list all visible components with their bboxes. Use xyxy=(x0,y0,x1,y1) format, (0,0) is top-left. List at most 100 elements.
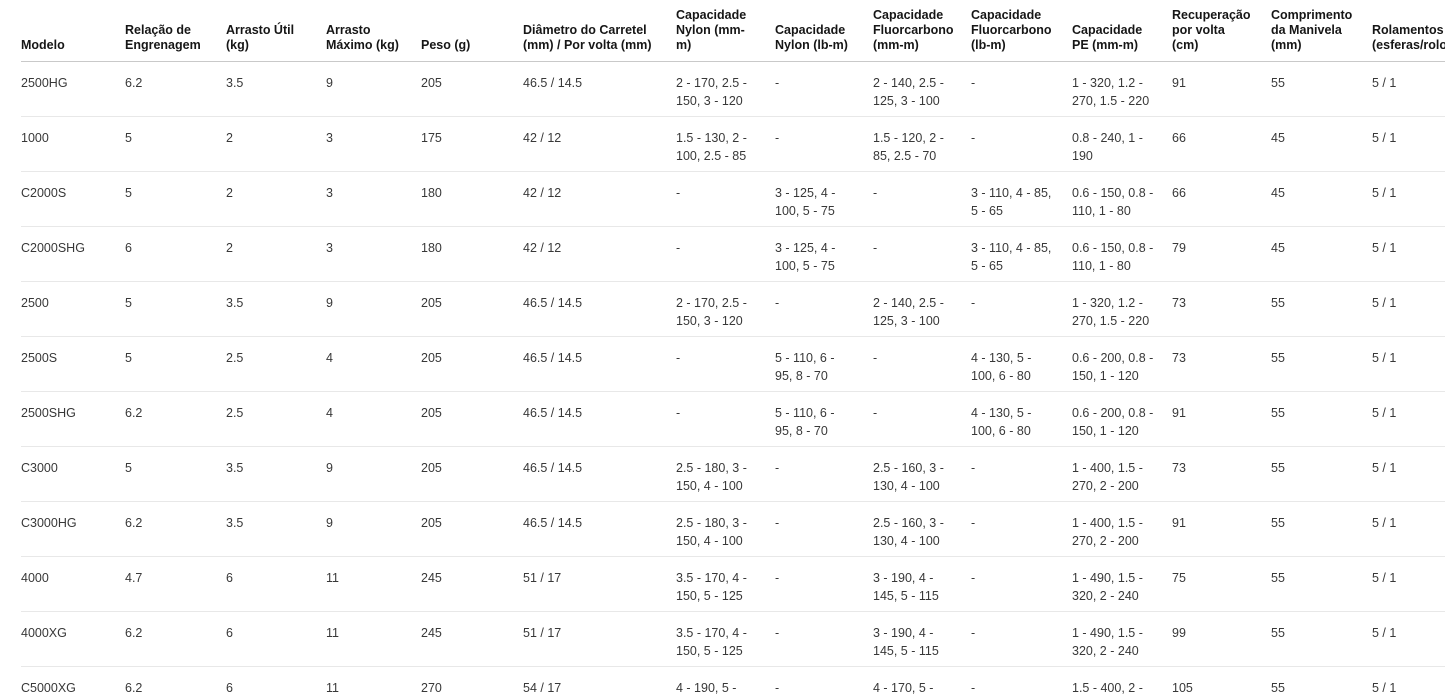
spec-cell: 5 / 1 xyxy=(1372,501,1445,557)
spec-cell: 54 / 17 xyxy=(523,681,562,695)
spec-cell: 42 / 12 xyxy=(523,116,676,172)
spec-cell: - xyxy=(775,556,873,612)
column-header: Recuperação por volta (cm) xyxy=(1172,0,1271,62)
column-header: Arrasto Máximo (kg) xyxy=(326,0,421,62)
table-row: C2000S 5 2 3 180 42 / 12-3 - 125, 4 - 100, 5 … xyxy=(21,171,1445,227)
spec-cell: 5 / 1 xyxy=(1372,391,1445,447)
model-cell: 1000 xyxy=(21,116,125,172)
table-row: C2000SHG 6 2 3 180 42 / 12-3 - 125, 4 - 100, … xyxy=(21,226,1445,282)
spec-cell: - xyxy=(775,611,873,667)
spec-cell: 2 - 140, 2.5 - 125, 3 - 100 xyxy=(873,61,971,117)
spec-cell: 3 - 125, 4 - 100, 5 - 75 xyxy=(775,171,873,227)
spec-cell: 11 xyxy=(326,556,421,612)
spec-cell: 1 - 490, 1.5 - 320, 2 - 240 xyxy=(1072,611,1172,667)
spec-cell: 5 / 1 xyxy=(1372,556,1445,612)
spec-cell: 55 xyxy=(1271,681,1285,695)
spec-cell: 0.6 - 150, 0.8 - 110, 1 - 80 xyxy=(1072,226,1172,282)
spec-cell: 99 xyxy=(1172,611,1271,667)
spec-cell: 3.5 xyxy=(226,446,326,502)
header-row: Modelo Relação de Engrenagem Arrasto Útil … xyxy=(21,0,1445,62)
spec-cell: 1 - 490, 1.5 - 320, 2 - 240 xyxy=(1072,556,1172,612)
spec-cell: - xyxy=(676,391,775,447)
column-header: Capacidade Fluorcarbono (mm-m) xyxy=(873,0,971,62)
spec-cell: 46.5 / 14.5 xyxy=(523,391,676,447)
spec-cell: 3 - 110, 4 - 85, 5 - 65 xyxy=(971,226,1072,282)
spec-cell: 51 / 17 xyxy=(523,556,676,612)
spec-cell: 6.2 xyxy=(125,611,226,667)
column-header: Arrasto Útil (kg) xyxy=(226,0,326,62)
model-cell: 2500 xyxy=(21,281,125,337)
spec-cell: 6 xyxy=(226,611,326,667)
spec-cell: 205 xyxy=(421,336,523,392)
spec-cell: - xyxy=(873,226,971,282)
column-header: Comprimento da Manivela (mm) xyxy=(1271,0,1372,62)
spec-cell: 9 xyxy=(326,281,421,337)
model-cell: 4000XG xyxy=(21,611,125,667)
spec-cell: 0.8 - 240, 1 - 190 xyxy=(1072,116,1172,172)
spec-cell: 79 xyxy=(1172,226,1271,282)
spec-cell: 3 - 125, 4 - 100, 5 - 75 xyxy=(775,226,873,282)
spec-cell: 91 xyxy=(1172,61,1271,117)
table-row: 2500S 5 2.5 4 205 46.5 / 14.5-5 - 110, 6 - 95… xyxy=(21,336,1445,392)
spec-cell: 205 xyxy=(421,61,523,117)
spec-cell: - xyxy=(971,501,1072,557)
table-row: 2500 5 3.5 9 205 46.5 / 14.5 2 - 170, 2.5 - 15… xyxy=(21,281,1445,337)
model-cell: C2000SHG xyxy=(21,226,125,282)
spec-cell: 205 xyxy=(421,501,523,557)
spec-cell: 5 / 1 xyxy=(1372,336,1445,392)
spec-cell: - xyxy=(775,281,873,337)
spec-cell: 1.5 - 120, 2 - 85, 2.5 - 70 xyxy=(873,116,971,172)
spec-cell: 55 xyxy=(1271,61,1372,117)
spec-cell: 11 xyxy=(326,611,421,667)
spec-cell: - xyxy=(775,61,873,117)
model-cell: 2500S xyxy=(21,336,125,392)
spec-cell: - xyxy=(873,171,971,227)
spec-cell: 3.5 xyxy=(226,281,326,337)
spec-cell: - xyxy=(971,611,1072,667)
table-row: C5000XG 6.2 6 11 270 54 / 17 4 - 190, 5 - 150,… xyxy=(21,667,1445,700)
column-header: Capacidade Fluorcarbono (lb-m) xyxy=(971,0,1072,62)
spec-cell: - xyxy=(971,681,976,695)
table-row: C3000 5 3.5 9 205 46.5 / 14.5 2.5 - 180, 3 - 1… xyxy=(21,446,1445,502)
spec-cell: 6.2 xyxy=(125,391,226,447)
spec-cell: 9 xyxy=(326,446,421,502)
spec-cell: 205 xyxy=(421,391,523,447)
spec-cell: 55 xyxy=(1271,501,1372,557)
model-cell: C2000S xyxy=(21,171,125,227)
spec-cell: 5 / 1 xyxy=(1372,611,1445,667)
column-header: Diâmetro do Carretel (mm) / Por volta (m… xyxy=(523,0,676,62)
spec-cell: 3 xyxy=(326,116,421,172)
table-row: 2500SHG 6.2 2.5 4 205 46.5 / 14.5-5 - 110, 6 … xyxy=(21,391,1445,447)
spec-cell: 5 / 1 xyxy=(1372,681,1397,695)
spec-cell: 46.5 / 14.5 xyxy=(523,336,676,392)
spec-cell: 245 xyxy=(421,611,523,667)
spec-cell: 91 xyxy=(1172,501,1271,557)
spec-cell: 9 xyxy=(326,501,421,557)
spec-cell: - xyxy=(971,61,1072,117)
spec-cell: 5 / 1 xyxy=(1372,116,1445,172)
spec-cell: 245 xyxy=(421,556,523,612)
spec-cell: 6.2 xyxy=(125,681,143,695)
table-row: 1000 5 2 3 175 42 / 12 1.5 - 130, 2 - 100, 2.5… xyxy=(21,116,1445,172)
spec-cell: 55 xyxy=(1271,281,1372,337)
spec-cell: 6 xyxy=(226,681,233,695)
spec-cell: 3 xyxy=(326,226,421,282)
model-cell: C5000XG xyxy=(21,681,76,695)
spec-cell: 5 xyxy=(125,446,226,502)
spec-cell: 2.5 - 180, 3 - 150, 4 - 100 xyxy=(676,501,775,557)
spec-cell: 45 xyxy=(1271,116,1372,172)
spec-cell: 46.5 / 14.5 xyxy=(523,446,676,502)
table-body: 2500HG 6.2 3.5 9 205 46.5 / 14.5 2 - 170, 2.5 … xyxy=(21,61,1445,700)
spec-cell: 6.2 xyxy=(125,501,226,557)
model-cell: 4000 xyxy=(21,556,125,612)
spec-cell: 270 xyxy=(421,681,442,695)
spec-cell: 0.6 - 200, 0.8 - 150, 1 - 120 xyxy=(1072,336,1172,392)
spec-cell: 5 xyxy=(125,336,226,392)
spec-cell: 55 xyxy=(1271,611,1372,667)
spec-cell: 2 xyxy=(226,116,326,172)
spec-cell: 1 - 320, 1.2 - 270, 1.5 - 220 xyxy=(1072,61,1172,117)
table-row: 4000 4.7 6 11 245 51 / 17 3.5 - 170, 4 - 150, … xyxy=(21,556,1445,612)
spec-cell: - xyxy=(775,116,873,172)
spec-cell: 46.5 / 14.5 xyxy=(523,281,676,337)
